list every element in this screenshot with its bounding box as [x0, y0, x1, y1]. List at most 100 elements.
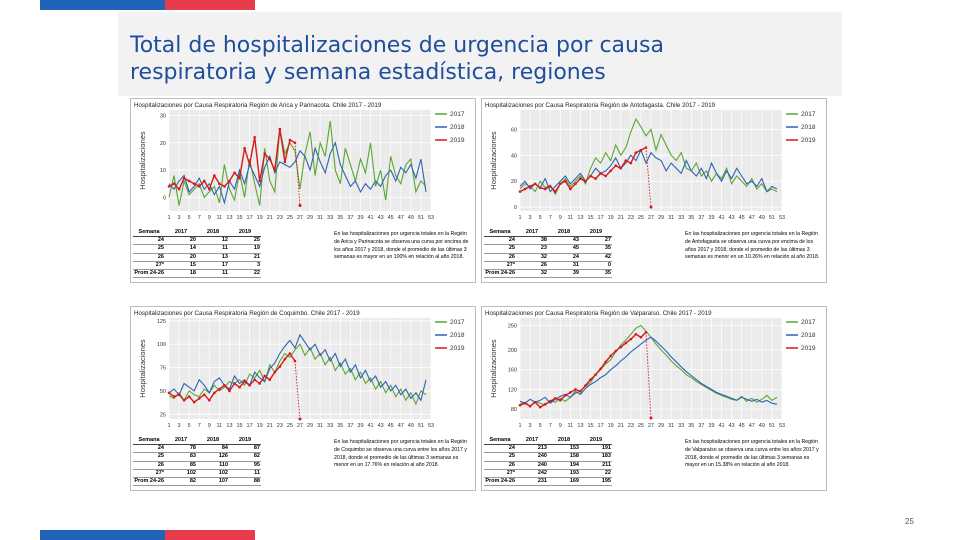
- series-point-2019: [543, 187, 547, 191]
- legend-label: 2017: [801, 111, 816, 118]
- table-header-cell: 2017: [165, 437, 197, 446]
- chart-panel-arica: Hospitalizaciones por Causa Respiratoria…: [130, 98, 476, 283]
- x-tick-label: 47: [749, 215, 755, 221]
- table-cell: 26: [133, 253, 165, 262]
- table-header-cell: 2018: [197, 437, 229, 446]
- x-tick-label: 19: [608, 423, 614, 429]
- series-line-2018: [168, 333, 427, 402]
- y-tick-label: 125: [157, 319, 166, 325]
- x-tick-label: 1: [167, 423, 170, 429]
- series-point-2019: [609, 169, 612, 173]
- table-row: 25 240 158 183: [484, 452, 612, 462]
- series-point-2019: [238, 176, 241, 180]
- title-box: Total de hospitalizaciones de urgencia p…: [118, 12, 842, 96]
- table-cell: 213: [516, 444, 548, 454]
- x-tick-label: 13: [577, 215, 583, 221]
- chart-title: Hospitalizaciones por Causa Respiratoria…: [134, 310, 360, 317]
- series-point-2019: [248, 163, 251, 166]
- x-tick-label: 29: [658, 423, 664, 429]
- chart-title: Hospitalizaciones por Causa Respiratoria…: [134, 102, 382, 109]
- table-cell: 12: [197, 236, 229, 246]
- table-cell: 95: [229, 461, 261, 470]
- x-tick-label: 21: [267, 423, 273, 429]
- series-point-2019: [559, 398, 562, 402]
- x-tick-label: 7: [198, 215, 201, 221]
- series-point-2019: [528, 404, 532, 408]
- series-point-2019: [202, 393, 206, 396]
- table-cell: 26: [484, 461, 516, 470]
- table-cell: 110: [197, 461, 229, 470]
- series-point-2019: [263, 374, 267, 378]
- series-point-2019: [167, 185, 171, 188]
- x-tick-label: 1: [518, 423, 521, 429]
- table-cell: 45: [548, 244, 580, 254]
- table-cell: 35: [580, 269, 612, 279]
- top-bar-red: [165, 0, 255, 10]
- table-cell: 23: [516, 244, 548, 254]
- series-point-2019: [604, 360, 607, 364]
- x-tick-label: 5: [539, 423, 542, 429]
- table-cell: 24: [133, 444, 165, 454]
- table-cell: 21: [229, 253, 261, 262]
- y-tick-label: 60: [511, 127, 517, 133]
- x-tick-label: 29: [307, 423, 313, 429]
- series-point-2019: [574, 388, 577, 391]
- y-axis-label: Hospitalizaciones: [138, 339, 147, 398]
- x-tick-label: 13: [226, 423, 232, 429]
- x-tick-label: 21: [618, 215, 624, 221]
- table-cell: 13: [197, 253, 229, 262]
- table-header-cell: 2017: [165, 229, 197, 238]
- series-point-2019: [202, 179, 206, 183]
- x-tick-label: 29: [658, 215, 664, 221]
- x-tick-label: 35: [337, 215, 343, 221]
- table-row: 24 20 12 25: [133, 236, 261, 246]
- series-point-2019: [218, 182, 221, 186]
- y-tick-label: 20: [511, 179, 517, 185]
- table-header-cell: 2018: [197, 229, 229, 238]
- table-row: Prom 24-26 82 107 88: [133, 477, 261, 487]
- chart-description: En las hospitalizaciones por urgencia to…: [685, 439, 819, 469]
- table-cell: 32: [516, 269, 548, 279]
- table-cell: 82: [165, 477, 197, 487]
- x-tick-label: 39: [357, 423, 363, 429]
- summary-table: Semana 2017 2018 2019 24 20 12 25 25 14 11 19 26 20 13…: [133, 229, 261, 279]
- series-point-2019: [523, 401, 527, 405]
- x-tick-label: 33: [678, 423, 684, 429]
- table-cell: 195: [580, 477, 612, 487]
- table-cell: Prom 24-26: [133, 269, 165, 279]
- series-point-2019: [243, 146, 246, 150]
- series-point-2019: [208, 187, 211, 191]
- series-point-2019: [273, 168, 277, 172]
- x-tick-label: 27: [648, 215, 654, 221]
- table-cell: 35: [580, 244, 612, 254]
- series-point-2019: [564, 179, 567, 183]
- table-header-cell: 2019: [580, 229, 612, 238]
- series-point-2019: [594, 373, 597, 376]
- table-header-cell: 2017: [516, 437, 548, 446]
- table-cell: 107: [197, 477, 229, 487]
- summary-table: Semana 2017 2018 2019 24 78 84 87 25 83 126 82 26 85 1…: [133, 437, 261, 487]
- legend-label: 2019: [801, 345, 816, 352]
- table-cell: 193: [548, 469, 580, 478]
- table-cell: 32: [516, 253, 548, 262]
- x-tick-label: 27: [648, 423, 654, 429]
- series-point-2019: [268, 157, 272, 161]
- table-header-cell: Semana: [133, 229, 165, 238]
- x-tick-label: 29: [307, 215, 313, 221]
- table-cell: 27*: [133, 469, 165, 478]
- table-cell: 169: [548, 477, 580, 487]
- projection-line-2019: [645, 147, 652, 208]
- series-point-2019: [187, 395, 191, 398]
- legend-label: 2018: [450, 124, 465, 131]
- x-tick-label: 1: [167, 215, 170, 221]
- table-cell: 24: [484, 236, 516, 246]
- x-tick-label: 7: [549, 215, 552, 221]
- legend-label: 2017: [801, 319, 816, 326]
- series-point-2019: [253, 135, 256, 139]
- x-tick-label: 33: [327, 215, 333, 221]
- series-point-2019: [543, 402, 547, 406]
- projection-point-2019: [649, 205, 653, 209]
- series-point-2019: [213, 391, 216, 395]
- series-point-2019: [197, 397, 201, 400]
- series-line-2019: [168, 352, 296, 404]
